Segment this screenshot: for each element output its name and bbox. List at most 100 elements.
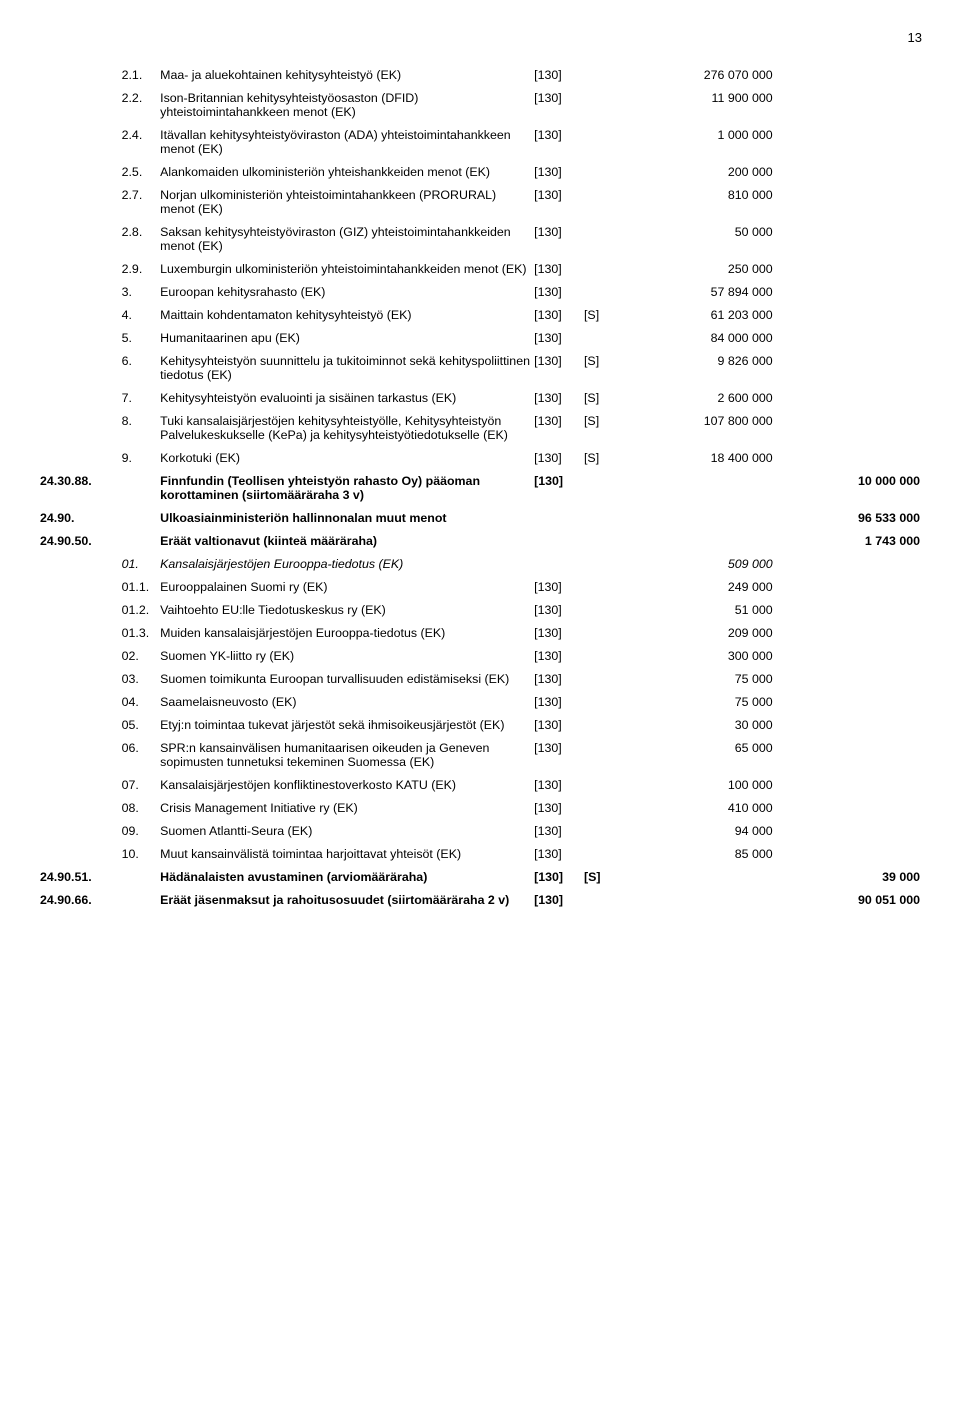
row-tag: [130] (532, 386, 582, 409)
row-description: Kansalaisjärjestöjen konfliktinestoverko… (158, 773, 532, 796)
row-s-flag (582, 160, 616, 183)
row-s-flag (582, 842, 616, 865)
row-s-flag (582, 819, 616, 842)
row-amount-1 (616, 888, 775, 911)
row-code: 24.30.88. (38, 469, 120, 506)
row-amount-2 (775, 713, 922, 736)
row-number: 2.7. (120, 183, 159, 220)
row-amount-2 (775, 842, 922, 865)
row-description: Alankomaiden ulkoministeriön yhteishankk… (158, 160, 532, 183)
row-description: Korkotuki (EK) (158, 446, 532, 469)
row-amount-1: 200 000 (616, 160, 775, 183)
row-s-flag (582, 598, 616, 621)
row-tag: [130] (532, 280, 582, 303)
row-s-flag: [S] (582, 865, 616, 888)
row-s-flag (582, 529, 616, 552)
table-row: 01.Kansalaisjärjestöjen Eurooppa-tiedotu… (38, 552, 922, 575)
row-tag: [130] (532, 842, 582, 865)
row-number (120, 529, 159, 552)
row-code (38, 160, 120, 183)
row-number: 2.9. (120, 257, 159, 280)
row-s-flag (582, 326, 616, 349)
row-amount-1: 509 000 (616, 552, 775, 575)
row-number: 10. (120, 842, 159, 865)
row-number: 03. (120, 667, 159, 690)
row-number: 05. (120, 713, 159, 736)
row-description: Suomen YK-liitto ry (EK) (158, 644, 532, 667)
row-code (38, 409, 120, 446)
row-s-flag (582, 257, 616, 280)
row-amount-2 (775, 349, 922, 386)
row-tag: [130] (532, 123, 582, 160)
table-row: 4.Maittain kohdentamaton kehitysyhteisty… (38, 303, 922, 326)
row-tag: [130] (532, 446, 582, 469)
row-amount-1: 57 894 000 (616, 280, 775, 303)
row-amount-2 (775, 598, 922, 621)
row-description: Kansalaisjärjestöjen Eurooppa-tiedotus (… (158, 552, 532, 575)
row-amount-1: 84 000 000 (616, 326, 775, 349)
row-amount-1 (616, 529, 775, 552)
row-amount-1: 11 900 000 (616, 86, 775, 123)
table-row: 2.2.Ison-Britannian kehitysyhteistyöosas… (38, 86, 922, 123)
row-amount-1: 18 400 000 (616, 446, 775, 469)
table-row: 01.1.Eurooppalainen Suomi ry (EK)[130]24… (38, 575, 922, 598)
row-code (38, 575, 120, 598)
row-description: Ison-Britannian kehitysyhteistyöosaston … (158, 86, 532, 123)
row-tag: [130] (532, 736, 582, 773)
row-amount-1 (616, 865, 775, 888)
table-row: 09.Suomen Atlantti-Seura (EK)[130]94 000 (38, 819, 922, 842)
row-amount-2: 90 051 000 (775, 888, 922, 911)
row-amount-1: 209 000 (616, 621, 775, 644)
row-amount-1: 75 000 (616, 690, 775, 713)
row-code: 24.90.50. (38, 529, 120, 552)
row-s-flag (582, 86, 616, 123)
row-s-flag (582, 123, 616, 160)
row-amount-2 (775, 409, 922, 446)
row-tag: [130] (532, 690, 582, 713)
row-s-flag (582, 888, 616, 911)
table-row: 2.5.Alankomaiden ulkoministeriön yhteish… (38, 160, 922, 183)
budget-table: 2.1.Maa- ja aluekohtainen kehitysyhteist… (38, 63, 922, 911)
row-number (120, 888, 159, 911)
row-tag: [130] (532, 86, 582, 123)
row-s-flag (582, 552, 616, 575)
row-code (38, 183, 120, 220)
row-description: Euroopan kehitysrahasto (EK) (158, 280, 532, 303)
row-code (38, 621, 120, 644)
row-amount-2 (775, 326, 922, 349)
row-s-flag: [S] (582, 409, 616, 446)
row-tag: [130] (532, 63, 582, 86)
row-s-flag (582, 63, 616, 86)
row-code: 24.90. (38, 506, 120, 529)
row-s-flag (582, 469, 616, 506)
row-code (38, 796, 120, 819)
row-code (38, 552, 120, 575)
row-description: Eurooppalainen Suomi ry (EK) (158, 575, 532, 598)
row-code (38, 690, 120, 713)
row-tag: [130] (532, 220, 582, 257)
row-description: Eräät valtionavut (kiinteä määräraha) (158, 529, 532, 552)
row-tag: [130] (532, 667, 582, 690)
table-row: 24.30.88. Finnfundin (Teollisen yhteistyö… (38, 469, 922, 506)
row-description: Suomen Atlantti-Seura (EK) (158, 819, 532, 842)
row-tag: [130] (532, 819, 582, 842)
table-row: 04.Saamelaisneuvosto (EK)[130]75 000 (38, 690, 922, 713)
table-row: 2.8.Saksan kehitysyhteistyöviraston (GIZ… (38, 220, 922, 257)
row-description: Etyj:n toimintaa tukevat järjestöt sekä … (158, 713, 532, 736)
row-amount-2 (775, 280, 922, 303)
table-row: 24.90.Ulkoasiainministeriön hallinnonala… (38, 506, 922, 529)
row-s-flag (582, 506, 616, 529)
row-code (38, 349, 120, 386)
row-tag: [130] (532, 409, 582, 446)
row-tag: [130] (532, 257, 582, 280)
row-number (120, 469, 159, 506)
row-amount-2 (775, 446, 922, 469)
row-amount-2 (775, 86, 922, 123)
row-amount-1: 810 000 (616, 183, 775, 220)
row-tag: [130] (532, 713, 582, 736)
row-number: 01.1. (120, 575, 159, 598)
row-code (38, 773, 120, 796)
row-description: Finnfundin (Teollisen yhteistyön rahasto… (158, 469, 532, 506)
row-description: Humanitaarinen apu (EK) (158, 326, 532, 349)
row-amount-1 (616, 506, 775, 529)
